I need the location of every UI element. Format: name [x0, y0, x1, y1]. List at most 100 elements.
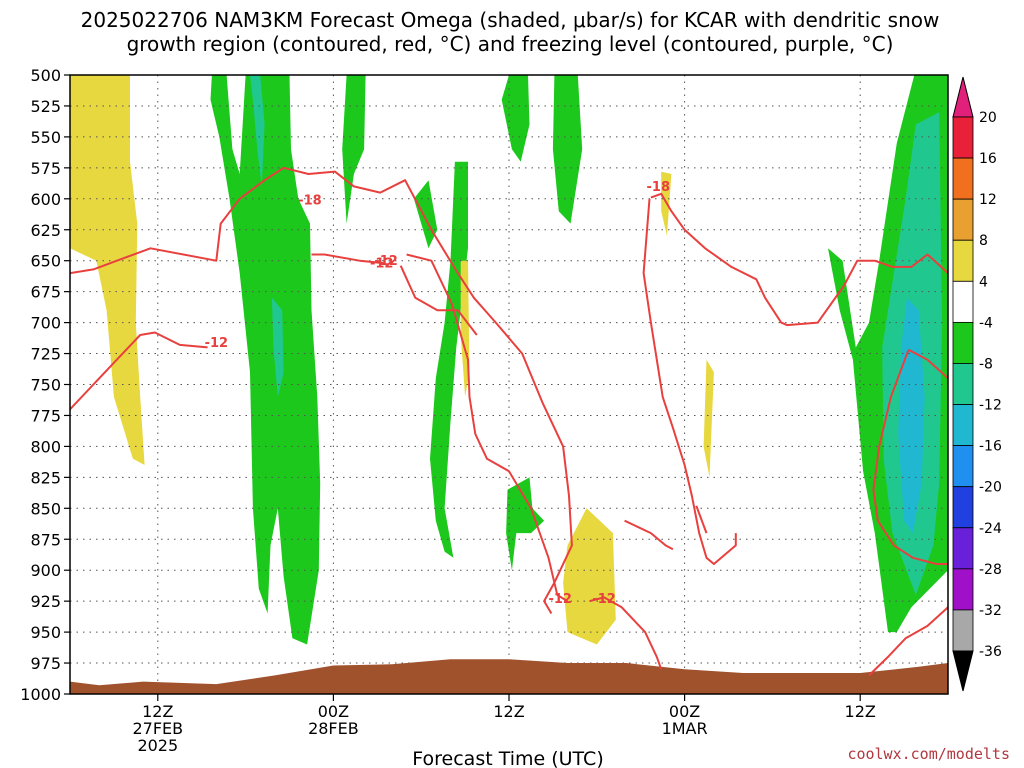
grid-lines	[70, 75, 948, 694]
dgz-contour-line	[70, 166, 573, 615]
colorbar-label: 20	[979, 110, 997, 126]
ground-surface	[70, 659, 948, 694]
colorbar-label: 12	[979, 192, 997, 208]
chart-title-line-1: 2025022706 NAM3KM Forecast Omega (shaded…	[81, 8, 940, 32]
dgz-contours	[70, 166, 948, 677]
omega-region	[70, 75, 145, 465]
colorbar-label: -20	[979, 480, 1002, 496]
colorbar-bin	[952, 157, 974, 200]
y-tick-label: 500	[30, 66, 61, 85]
contour-label: -12	[374, 254, 398, 269]
x-tick-label: 12Z	[845, 702, 876, 721]
colorbar-label: -36	[979, 644, 1002, 660]
y-tick-label: 575	[30, 159, 61, 178]
colorbar-label: -28	[979, 562, 1002, 578]
y-tick-label: 675	[30, 283, 61, 302]
colorbar-bin	[952, 445, 974, 488]
x-tick-label: 28FEB	[308, 719, 359, 738]
dgz-contour-line	[589, 596, 663, 670]
colorbar-label: -24	[979, 521, 1002, 537]
x-tick-label: 00Z	[669, 702, 700, 721]
y-axis-ticks: 500 525 550 575 600 625 650 675 700 725 750 775 800 8…	[20, 66, 70, 704]
contour-label: -18	[647, 180, 671, 195]
colorbar-bin	[952, 486, 974, 529]
y-tick-label: 850	[30, 499, 61, 518]
omega-region	[430, 161, 468, 558]
omega-region	[563, 508, 616, 645]
colorbar-label: -16	[979, 439, 1002, 455]
y-tick-label: 1000	[20, 685, 61, 704]
contour-label: -12	[548, 592, 572, 607]
plot-frame	[69, 74, 949, 695]
omega-region	[413, 180, 438, 249]
dgz-contour-line	[642, 198, 737, 565]
y-tick-label: 825	[30, 468, 61, 487]
dgz-contour-line	[406, 253, 569, 602]
y-tick-label: 975	[30, 654, 61, 673]
colorbar-bin	[952, 239, 974, 282]
x-axis-label: Forecast Time (UTC)	[412, 748, 603, 768]
colorbar-bin	[952, 363, 974, 405]
colorbar-bin	[952, 198, 974, 241]
omega-region	[342, 75, 366, 224]
y-tick-label: 775	[30, 406, 61, 425]
y-tick-label: 900	[30, 561, 61, 580]
dgz-contour-line	[868, 606, 948, 677]
omega-region	[552, 75, 583, 224]
omega-region	[250, 75, 265, 187]
colorbar-bin	[952, 568, 974, 611]
omega-shaded-regions	[70, 75, 948, 645]
colorbar-bin	[952, 527, 974, 570]
dgz-contour-line	[650, 192, 948, 327]
contour-label: -12	[205, 336, 229, 351]
dgz-contour-line	[695, 505, 708, 534]
omega-region	[501, 75, 530, 162]
x-tick-label: 27FEB	[132, 719, 183, 738]
y-tick-label: 600	[30, 190, 61, 209]
omega-region	[898, 297, 925, 534]
colorbar-bin	[952, 116, 974, 159]
x-tick-label: 00Z	[318, 702, 349, 721]
colorbar-bin	[952, 609, 974, 652]
ground-layer	[70, 659, 948, 694]
contour-label: -12	[592, 592, 616, 607]
colorbar-label: 4	[979, 274, 988, 290]
dgz-contour-line	[70, 331, 208, 410]
colorbar-label: -12	[979, 398, 1002, 414]
y-tick-label: 750	[30, 376, 61, 395]
colorbar-bin	[952, 321, 974, 364]
y-tick-label: 725	[30, 345, 61, 364]
dgz-contour-line	[311, 253, 385, 265]
dgz-contour-line	[908, 348, 948, 380]
omega-region	[703, 359, 714, 478]
contour-label: -18	[298, 194, 322, 209]
colorbar-label: -32	[979, 603, 1002, 619]
dgz-contour-line	[624, 519, 674, 551]
credit-text: coolwx.com/modelts	[847, 745, 1010, 763]
colorbar-bin	[952, 404, 974, 447]
omega-region	[506, 477, 545, 571]
colorbar-bottom-arrow	[952, 650, 974, 692]
x-tick-label: 2025	[137, 736, 178, 755]
x-tick-label: 1MAR	[662, 719, 708, 738]
y-tick-label: 700	[30, 314, 61, 333]
dgz-contour-labels: -18-12-12-12-12-12-18	[205, 180, 671, 607]
colorbar: 20 16 12 8 4 -4 -8 -12 -16 -20 -24 -28 -32 -36	[952, 76, 1002, 692]
colorbar-label: -4	[979, 315, 993, 331]
y-tick-label: 950	[30, 623, 61, 642]
y-tick-label: 875	[30, 530, 61, 549]
y-tick-label: 800	[30, 437, 61, 456]
dgz-contour-line	[399, 265, 478, 336]
x-tick-label: 12Z	[493, 702, 524, 721]
dgz-contour-line	[872, 349, 948, 565]
chart-title-line-2: growth region (contoured, red, °C) and f…	[127, 32, 894, 56]
colorbar-bin	[952, 280, 974, 323]
colorbar-top-arrow	[952, 76, 974, 118]
omega-region	[210, 75, 321, 645]
y-tick-label: 550	[30, 128, 61, 147]
omega-region	[271, 297, 284, 397]
y-tick-label: 525	[30, 97, 61, 116]
y-tick-label: 625	[30, 221, 61, 240]
